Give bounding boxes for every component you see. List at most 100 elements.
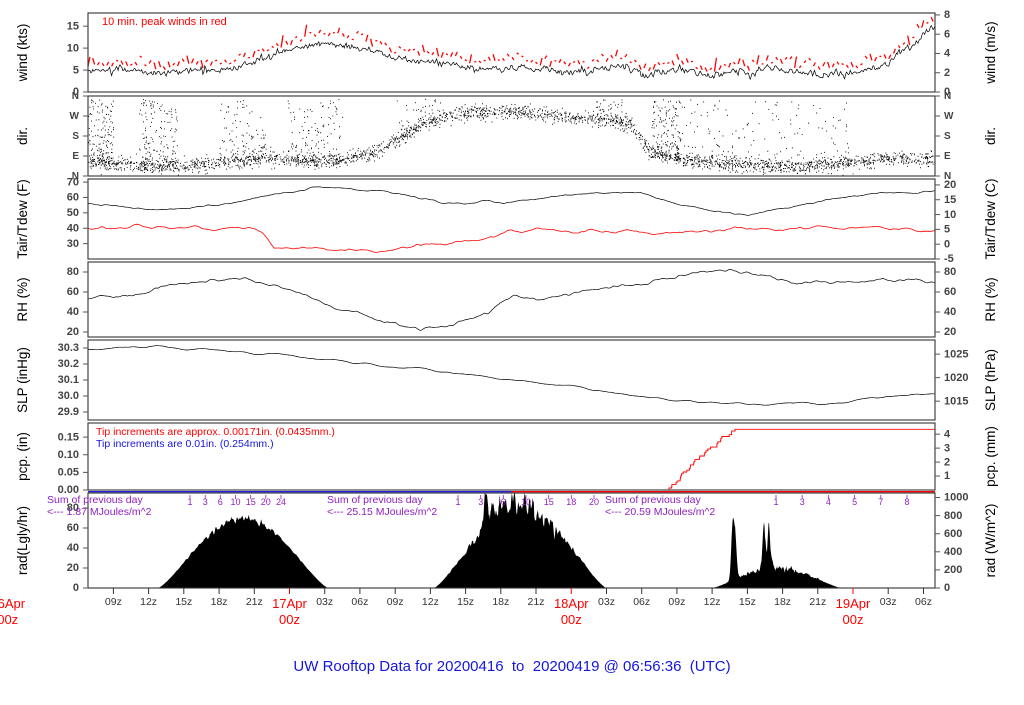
svg-text:20: 20 xyxy=(261,497,271,507)
svg-text:00z: 00z xyxy=(279,612,300,627)
svg-text:10: 10 xyxy=(67,42,79,54)
svg-text:0: 0 xyxy=(73,582,79,594)
svg-text:rad (W/m^2): rad (W/m^2) xyxy=(983,504,998,578)
svg-text:18: 18 xyxy=(566,497,576,507)
svg-text:10: 10 xyxy=(521,497,531,507)
svg-text:1: 1 xyxy=(944,470,950,482)
svg-text:03z: 03z xyxy=(316,596,333,608)
svg-text:15: 15 xyxy=(544,497,554,507)
svg-text:18z: 18z xyxy=(774,596,791,608)
svg-text:Sum of previous day: Sum of previous day xyxy=(47,494,143,506)
svg-text:-5: -5 xyxy=(944,253,954,265)
svg-text:1: 1 xyxy=(455,497,460,507)
svg-text:80: 80 xyxy=(944,266,956,278)
svg-text:15: 15 xyxy=(67,20,79,32)
svg-text:RH (%): RH (%) xyxy=(983,277,998,321)
svg-text:12z: 12z xyxy=(140,596,157,608)
svg-text:15z: 15z xyxy=(457,596,474,608)
svg-text:SLP (inHg): SLP (inHg) xyxy=(15,347,30,413)
svg-text:09z: 09z xyxy=(105,596,122,608)
svg-text:09z: 09z xyxy=(387,596,404,608)
svg-text:6: 6 xyxy=(218,497,223,507)
svg-text:6: 6 xyxy=(944,28,950,40)
svg-text:60: 60 xyxy=(67,192,79,204)
svg-text:S: S xyxy=(944,131,951,142)
svg-text:06z: 06z xyxy=(351,596,368,608)
svg-text:0: 0 xyxy=(944,238,950,250)
svg-text:Tair/Tdew (F): Tair/Tdew (F) xyxy=(15,179,30,259)
svg-text:20: 20 xyxy=(67,562,79,574)
svg-text:<--- 1.87 MJoules/m^2: <--- 1.87 MJoules/m^2 xyxy=(47,506,152,518)
svg-text:1000: 1000 xyxy=(944,492,968,504)
svg-text:1: 1 xyxy=(187,497,192,507)
svg-text:06z: 06z xyxy=(633,596,650,608)
svg-text:0.10: 0.10 xyxy=(58,449,79,461)
svg-text:10 min. peak winds in red: 10 min. peak winds in red xyxy=(102,16,227,28)
svg-text:15: 15 xyxy=(246,497,256,507)
svg-text:15z: 15z xyxy=(175,596,192,608)
svg-text:70: 70 xyxy=(67,176,79,188)
svg-text:40: 40 xyxy=(67,306,79,318)
svg-text:0: 0 xyxy=(944,582,950,594)
svg-text:8: 8 xyxy=(904,497,909,507)
svg-text:20: 20 xyxy=(67,326,79,338)
svg-text:80: 80 xyxy=(67,266,79,278)
svg-text:wind (m/s): wind (m/s) xyxy=(983,21,998,84)
svg-text:W: W xyxy=(944,111,954,122)
svg-text:2: 2 xyxy=(944,67,950,79)
svg-text:12z: 12z xyxy=(704,596,721,608)
svg-text:W: W xyxy=(70,111,80,122)
svg-text:Tip increments are 0.01in. (0.: Tip increments are 0.01in. (0.254mm.) xyxy=(96,438,274,450)
svg-text:60: 60 xyxy=(67,286,79,298)
svg-text:0.15: 0.15 xyxy=(58,431,79,443)
svg-text:Sum of previous day: Sum of previous day xyxy=(605,494,701,506)
svg-text:40: 40 xyxy=(67,542,79,554)
svg-text:400: 400 xyxy=(944,546,962,558)
svg-text:24: 24 xyxy=(276,497,286,507)
svg-text:UW Rooftop Data for 20200416: UW Rooftop Data for 20200416 to 20200419… xyxy=(293,658,730,675)
svg-text:18Apr: 18Apr xyxy=(554,596,589,611)
svg-text:00z: 00z xyxy=(561,612,582,627)
svg-text:10: 10 xyxy=(944,209,956,221)
svg-text:16Apr: 16Apr xyxy=(0,596,26,611)
svg-text:E: E xyxy=(72,151,79,162)
svg-text:20: 20 xyxy=(944,326,956,338)
svg-text:60: 60 xyxy=(67,522,79,534)
svg-text:8: 8 xyxy=(944,9,950,21)
svg-text:5: 5 xyxy=(73,64,79,76)
svg-text:4: 4 xyxy=(826,497,831,507)
svg-text:10: 10 xyxy=(230,497,240,507)
svg-text:3: 3 xyxy=(203,497,208,507)
svg-text:Tair/Tdew (C): Tair/Tdew (C) xyxy=(983,178,998,259)
svg-text:1025: 1025 xyxy=(944,348,968,360)
svg-text:<--- 20.59 MJoules/m^2: <--- 20.59 MJoules/m^2 xyxy=(605,506,715,518)
svg-text:29.9: 29.9 xyxy=(58,406,79,418)
svg-text:5: 5 xyxy=(852,497,857,507)
svg-text:15: 15 xyxy=(944,194,956,206)
svg-text:17Apr: 17Apr xyxy=(272,596,307,611)
svg-text:20: 20 xyxy=(589,497,599,507)
svg-text:1020: 1020 xyxy=(944,372,968,384)
svg-text:21z: 21z xyxy=(246,596,263,608)
svg-text:40: 40 xyxy=(67,222,79,234)
svg-text:50: 50 xyxy=(67,207,79,219)
svg-text:N: N xyxy=(72,91,79,102)
svg-text:03z: 03z xyxy=(880,596,897,608)
svg-text:30.0: 30.0 xyxy=(58,390,79,402)
svg-text:rad(Lgly/hr): rad(Lgly/hr) xyxy=(15,506,30,575)
svg-text:6: 6 xyxy=(501,497,506,507)
svg-text:SLP (hPa): SLP (hPa) xyxy=(983,349,998,411)
svg-text:dir.: dir. xyxy=(15,127,30,145)
svg-text:3: 3 xyxy=(944,442,950,454)
svg-text:1: 1 xyxy=(773,497,778,507)
svg-text:Sum of previous day: Sum of previous day xyxy=(327,494,423,506)
svg-text:03z: 03z xyxy=(598,596,615,608)
svg-text:2: 2 xyxy=(944,456,950,468)
svg-text:800: 800 xyxy=(944,510,962,522)
svg-text:21z: 21z xyxy=(528,596,545,608)
svg-text:7: 7 xyxy=(878,497,883,507)
svg-text:09z: 09z xyxy=(668,596,685,608)
svg-text:30.2: 30.2 xyxy=(58,358,79,370)
svg-text:pcp. (in): pcp. (in) xyxy=(15,432,30,481)
svg-text:20: 20 xyxy=(944,179,956,191)
